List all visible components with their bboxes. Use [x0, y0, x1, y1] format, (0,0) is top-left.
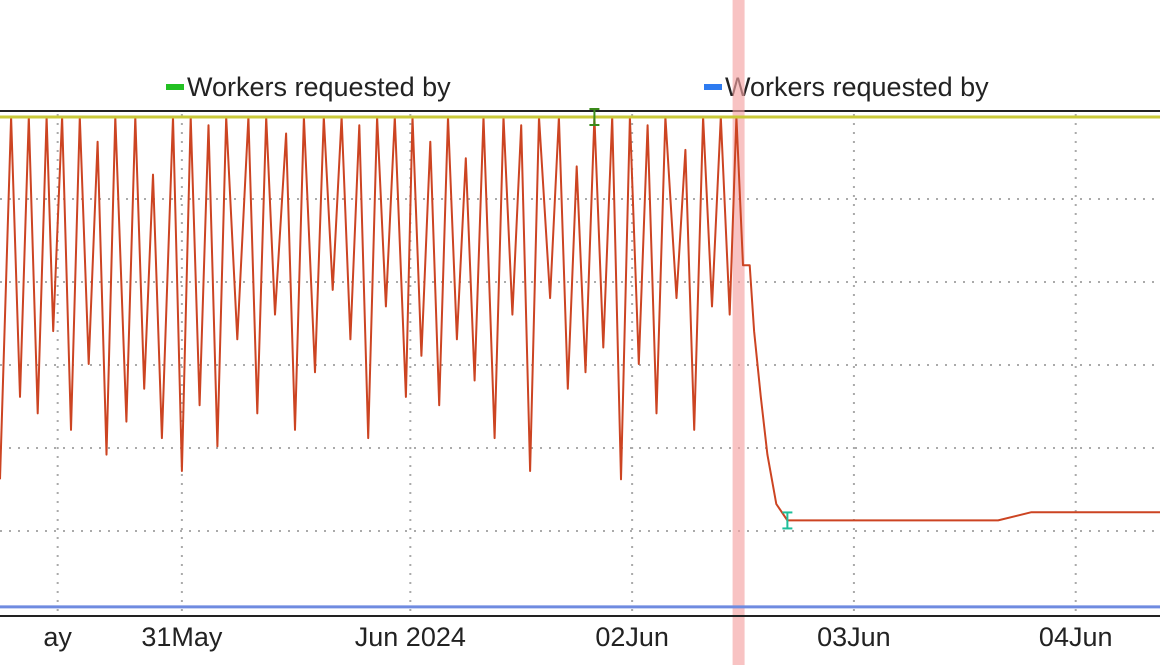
x-tick-label-2: Jun 2024 [355, 622, 466, 652]
highlight-band [732, 0, 745, 665]
x-tick-label-3: 02Jun [595, 622, 669, 652]
x-tick-label-0: ay [43, 622, 72, 652]
legend-label-green: Workers requested by [187, 72, 451, 102]
legend-item-blue[interactable]: Workers requested by [704, 72, 989, 103]
legend: Workers requested by Workers requested b… [0, 70, 1160, 110]
legend-swatch-blue [704, 83, 722, 90]
series-line-0 [0, 116, 1160, 522]
x-tick-label-4: 03Jun [817, 622, 891, 652]
x-tick-label-5: 04Jun [1039, 622, 1113, 652]
legend-swatch-green [166, 83, 184, 90]
x-tick-label-1: 31May [141, 622, 223, 652]
legend-label-blue: Workers requested by [725, 72, 989, 102]
legend-item-green[interactable]: Workers requested by [166, 72, 451, 103]
marker-1 [782, 511, 793, 530]
marker-0 [589, 108, 600, 126]
